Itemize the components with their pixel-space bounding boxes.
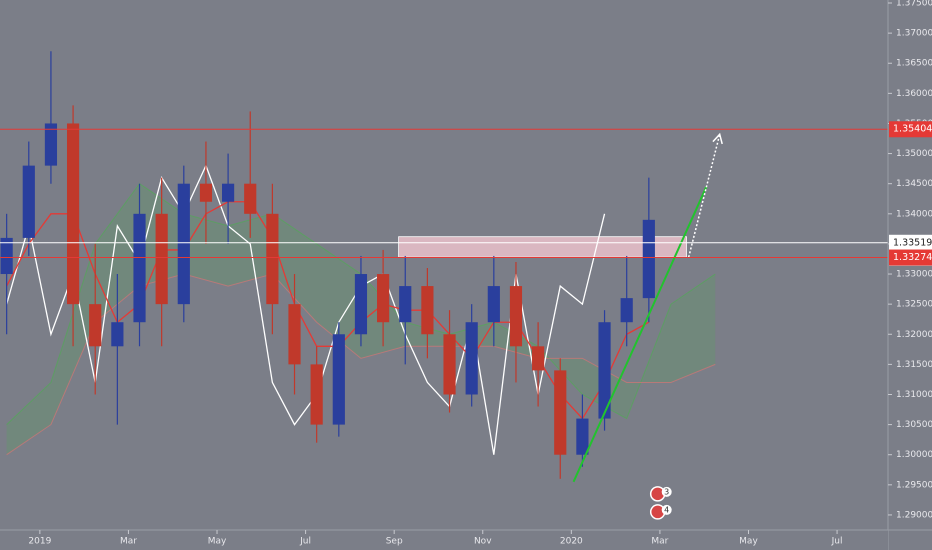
x-tick-label: May — [208, 537, 227, 547]
candle-body — [244, 183, 257, 214]
candle-body — [288, 304, 301, 365]
y-tick-label: 1.37000 — [896, 29, 932, 39]
y-tick-label: 1.29500 — [896, 480, 932, 490]
candle-body — [177, 183, 190, 305]
candle-body — [443, 334, 456, 395]
candle-body — [0, 237, 13, 275]
price-axis — [888, 0, 932, 550]
y-tick-label: 1.30000 — [896, 450, 932, 460]
y-tick-label: 1.37500 — [896, 0, 932, 9]
candle-body — [89, 304, 102, 347]
candle-body — [44, 123, 58, 166]
event-label: 3 — [664, 487, 669, 496]
price-tag-label: 1.35404 — [893, 124, 932, 135]
candle-body — [310, 364, 323, 425]
trendline — [572, 186, 708, 483]
y-tick-label: 1.36500 — [896, 59, 932, 69]
candle-body — [532, 346, 545, 371]
candle-body — [133, 213, 146, 323]
price-tag-label: 1.33519 — [893, 237, 932, 248]
time-axis — [0, 530, 888, 550]
y-tick-label: 1.34500 — [896, 179, 932, 189]
candle-body — [66, 123, 80, 305]
price-tag — [889, 121, 932, 138]
price-tag-label: 1.33274 — [893, 252, 932, 263]
candle-body — [421, 286, 434, 335]
y-tick-label: 1.30500 — [896, 420, 932, 430]
candle-body — [487, 286, 500, 323]
indicator-line — [6, 163, 606, 455]
x-tick-label: Mar — [651, 537, 668, 547]
y-tick-label: 1.34000 — [896, 209, 932, 219]
y-tick-label: 1.36000 — [896, 89, 932, 99]
candle-body — [598, 322, 611, 419]
y-tick-label: 1.32500 — [896, 300, 932, 310]
candle-body — [509, 286, 523, 347]
candle-body — [399, 286, 412, 323]
y-tick-label: 1.31000 — [896, 390, 932, 400]
y-tick-label: 1.33000 — [896, 270, 932, 280]
candle-body — [554, 370, 567, 455]
candle-body — [576, 418, 589, 455]
candle-body — [222, 183, 235, 202]
x-tick-label: Nov — [474, 537, 492, 547]
y-tick-label: 1.31500 — [896, 360, 932, 370]
price-tag — [889, 234, 932, 251]
event-badge — [661, 486, 672, 497]
event-badge — [661, 504, 672, 515]
candle-body — [332, 334, 345, 425]
candle-body — [620, 298, 633, 323]
x-tick-label: Sep — [386, 537, 403, 547]
cloud-edge — [6, 273, 716, 456]
y-tick-label: 1.32000 — [896, 330, 932, 340]
arrow — [687, 134, 721, 258]
candle-body — [22, 165, 35, 238]
candle-body — [377, 274, 390, 323]
arrow-head — [712, 132, 723, 145]
candle-body — [354, 274, 368, 335]
candle-body — [199, 183, 213, 202]
candle-body — [266, 213, 279, 305]
y-tick-label: 1.29000 — [896, 510, 932, 520]
event-label: 4 — [664, 505, 669, 514]
price-tag — [889, 249, 932, 266]
candle-body — [111, 322, 124, 347]
y-tick-label: 1.35000 — [896, 149, 932, 159]
x-tick-label: 2019 — [28, 537, 51, 547]
x-tick-label: Mar — [120, 537, 137, 547]
x-tick-label: Jul — [831, 537, 843, 547]
x-tick-label: Jul — [299, 537, 311, 547]
x-tick-label: 2020 — [560, 537, 583, 547]
candle-body — [642, 219, 655, 299]
candle-body — [155, 213, 168, 305]
x-tick-label: May — [739, 537, 758, 547]
candle-body — [465, 322, 478, 395]
